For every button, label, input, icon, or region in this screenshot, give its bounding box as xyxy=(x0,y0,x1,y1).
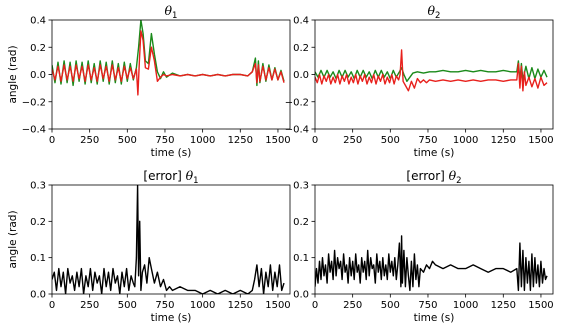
x-tick-label: 1250 xyxy=(228,300,253,311)
x-tick-label: 1250 xyxy=(228,135,253,146)
y-tick-label: 0.2 xyxy=(293,217,309,228)
series-line-2 xyxy=(52,30,285,96)
chart-title-symbol: θ xyxy=(428,3,436,18)
y-tick-label: 0.0 xyxy=(293,70,309,81)
x-tick-label: 750 xyxy=(418,300,437,311)
x-tick-label: 250 xyxy=(343,135,362,146)
y-tick-label: −0.4 xyxy=(285,125,309,136)
chart-title-prefix: [error] xyxy=(406,169,448,183)
x-tick-label: 1500 xyxy=(265,300,290,311)
y-tick-label: 0.0 xyxy=(293,290,309,301)
x-tick-label: 1250 xyxy=(491,300,516,311)
x-tick-label: 750 xyxy=(418,135,437,146)
chart-title-symbol: θ xyxy=(165,3,173,18)
y-tick-label: 0.3 xyxy=(30,181,46,192)
x-tick-label: 500 xyxy=(381,135,400,146)
x-tick-label: 500 xyxy=(118,300,137,311)
subplot-2: 0 250 500 750 1000 1250 1500 −0.4 −0.2 0.0 0.2 0.4 t… xyxy=(285,3,554,159)
y-axis-label: angle (rad) xyxy=(7,210,19,268)
series-line-1 xyxy=(315,235,548,292)
x-tick-label: 1250 xyxy=(491,135,516,146)
chart-title-subscript: 2 xyxy=(435,11,440,21)
y-tick-label: 0.2 xyxy=(30,43,46,54)
chart-title: [error] θ2 xyxy=(406,168,461,186)
x-tick-label: 1000 xyxy=(190,300,215,311)
chart-title-subscript: 1 xyxy=(193,176,198,186)
chart-title-symbol: θ xyxy=(449,168,457,183)
x-tick-label: 1000 xyxy=(453,300,478,311)
x-tick-label: 750 xyxy=(155,135,174,146)
plot-frame xyxy=(314,184,554,295)
series-line-1 xyxy=(315,60,548,83)
y-tick-label: 0.4 xyxy=(30,16,46,27)
x-tick-label: 250 xyxy=(80,300,99,311)
x-tick-label: 0 xyxy=(312,300,318,311)
x-tick-label: 0 xyxy=(49,135,55,146)
chart-title-subscript: 2 xyxy=(456,176,461,186)
x-tick-label: 0 xyxy=(312,135,318,146)
subplot-3: 0 250 500 750 1000 1250 1500 0.0 0.1 0.2 0.3 time (… xyxy=(7,168,291,323)
y-tick-label: 0.4 xyxy=(293,16,309,27)
y-tick-label: −0.2 xyxy=(22,97,46,108)
x-tick-label: 250 xyxy=(80,135,99,146)
y-tick-label: 0.3 xyxy=(293,181,309,192)
x-axis-label: time (s) xyxy=(414,312,455,323)
x-tick-label: 1500 xyxy=(265,135,290,146)
series-line-1 xyxy=(52,185,285,294)
x-tick-label: 250 xyxy=(343,300,362,311)
series-line-2 xyxy=(315,49,548,92)
x-tick-label: 500 xyxy=(381,300,400,311)
subplot-4: 0 250 500 750 1000 1250 1500 0.0 0.1 0.2 0.3 time (… xyxy=(293,168,554,323)
y-tick-label: 0.2 xyxy=(30,217,46,228)
x-tick-label: 1500 xyxy=(528,300,553,311)
x-axis-label: time (s) xyxy=(151,312,192,323)
y-axis-label: angle (rad) xyxy=(7,45,19,103)
y-tick-label: 0.0 xyxy=(30,70,46,81)
y-tick-label: −0.2 xyxy=(285,97,309,108)
y-tick-label: 0.1 xyxy=(293,253,309,264)
subplot-1: 0 250 500 750 1000 1250 1500 −0.4 −0.2 0.0 0.2 0.4 t… xyxy=(7,3,291,159)
x-tick-label: 750 xyxy=(155,300,174,311)
chart-title: θ1 xyxy=(165,3,178,21)
plot-frame xyxy=(51,184,291,295)
chart-title: θ2 xyxy=(428,3,441,21)
y-tick-label: 0.1 xyxy=(30,253,46,264)
x-tick-label: 1000 xyxy=(190,135,215,146)
chart-title-symbol: θ xyxy=(186,168,194,183)
x-tick-label: 1000 xyxy=(453,135,478,146)
y-tick-label: 0.2 xyxy=(293,43,309,54)
x-tick-label: 1500 xyxy=(528,135,553,146)
y-tick-label: −0.4 xyxy=(22,125,46,136)
x-tick-label: 0 xyxy=(49,300,55,311)
x-tick-label: 500 xyxy=(118,135,137,146)
chart-title: [error] θ1 xyxy=(143,168,198,186)
chart-title-prefix: [error] xyxy=(143,169,185,183)
x-axis-label: time (s) xyxy=(151,147,192,159)
chart-title-subscript: 1 xyxy=(172,11,177,21)
y-tick-label: 0.0 xyxy=(30,290,46,301)
x-axis-label: time (s) xyxy=(414,147,455,159)
